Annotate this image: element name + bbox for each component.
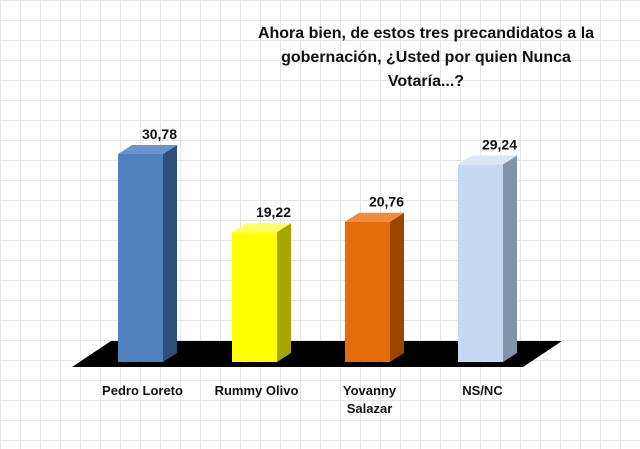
value-label: 19,22	[256, 204, 291, 220]
chart-title-line-3: Votaría...?	[387, 73, 465, 90]
chart-floor	[72, 341, 562, 367]
bar-3	[345, 212, 404, 362]
value-label: 29,24	[482, 136, 517, 152]
bar-1	[118, 145, 177, 362]
bar-side	[390, 212, 404, 362]
bar-front	[345, 221, 390, 362]
category-label: NS/NC	[462, 383, 503, 398]
value-label: 20,76	[369, 194, 404, 210]
bar-4	[458, 155, 517, 362]
category-label: Yovanny	[343, 383, 397, 398]
bar-top	[232, 223, 291, 233]
chart-title-line-2: gobernación, ¿Usted por quien Nunca	[281, 49, 571, 66]
chart-title: Ahora bien, de estos tres precandidatos …	[248, 22, 604, 94]
category-label: Rummy Olivo	[215, 383, 299, 398]
value-label: 30,78	[142, 126, 177, 142]
bar-top	[458, 155, 517, 165]
bar-top	[345, 212, 404, 222]
bar-top	[118, 145, 177, 154]
category-label: Salazar	[347, 401, 393, 416]
bar-front	[118, 154, 163, 362]
bar-side	[277, 223, 291, 362]
category-label: Pedro Loreto	[102, 383, 183, 398]
chart-title-line-1: Ahora bien, de estos tres precandidatos …	[257, 25, 595, 42]
bar-2	[232, 223, 291, 362]
bar-side	[163, 145, 177, 362]
bar-side	[503, 155, 517, 362]
bar-front	[232, 232, 277, 362]
bar-front	[458, 164, 503, 362]
